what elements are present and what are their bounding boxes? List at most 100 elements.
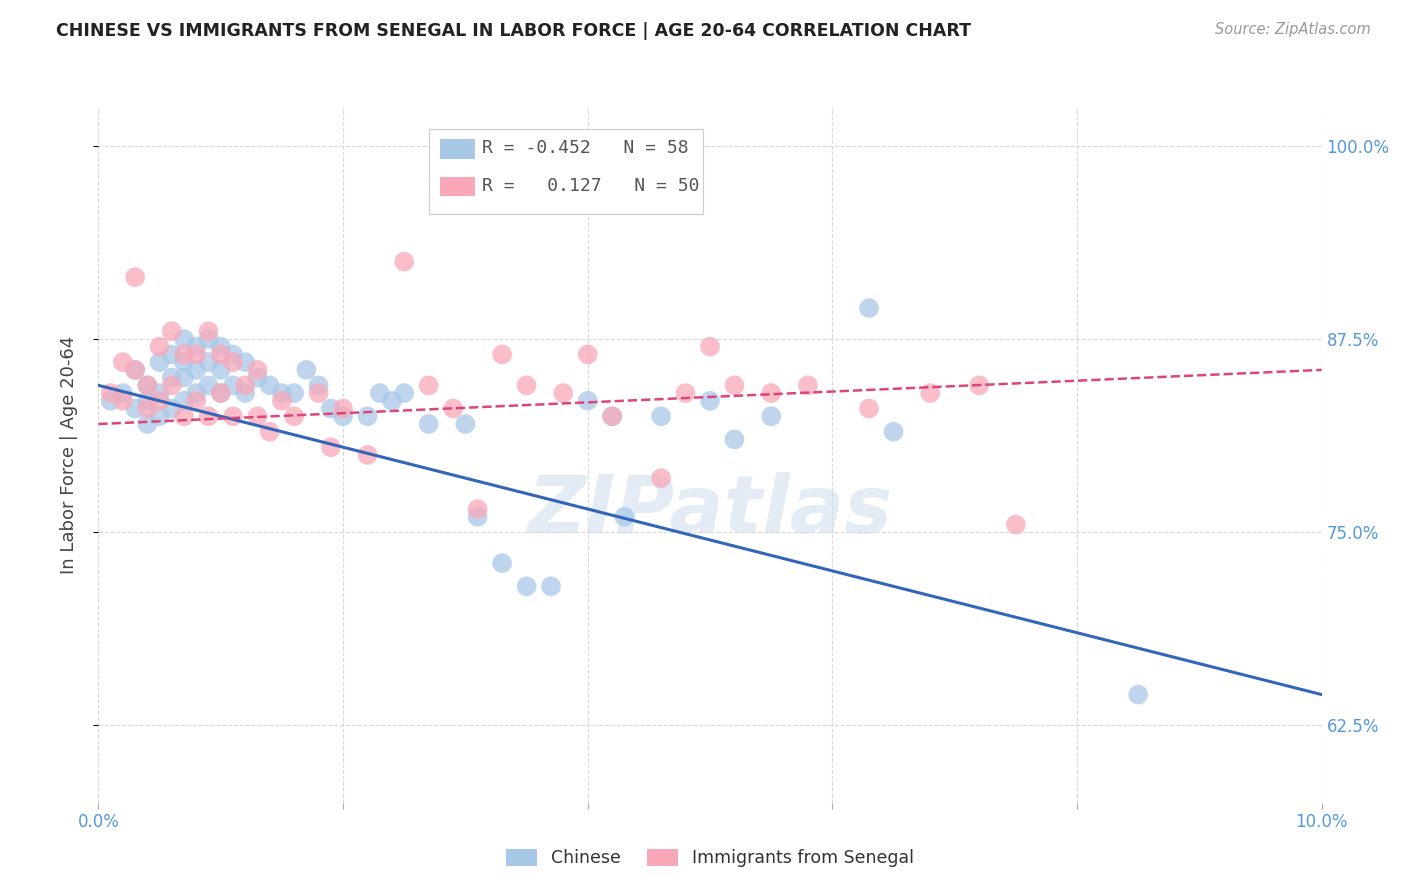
Point xyxy=(222,347,245,361)
Point xyxy=(699,340,721,354)
Point xyxy=(759,386,782,401)
Point xyxy=(332,409,354,424)
Point xyxy=(186,386,208,401)
Point xyxy=(600,409,623,424)
Point xyxy=(149,355,172,369)
Point xyxy=(600,409,623,424)
Point xyxy=(308,386,330,401)
Point xyxy=(173,370,195,384)
Point xyxy=(283,409,305,424)
Point xyxy=(233,378,256,392)
Point xyxy=(173,347,195,361)
Point xyxy=(197,324,219,338)
Point xyxy=(222,378,245,392)
Point xyxy=(332,401,354,416)
Legend: Chinese, Immigrants from Senegal: Chinese, Immigrants from Senegal xyxy=(499,842,921,874)
Point xyxy=(283,386,305,401)
Text: R = -0.452   N = 58: R = -0.452 N = 58 xyxy=(482,139,689,157)
Text: R =   0.127   N = 50: R = 0.127 N = 50 xyxy=(482,177,700,194)
Point xyxy=(883,425,905,439)
Point xyxy=(173,409,195,424)
Point xyxy=(454,417,477,431)
Point xyxy=(920,386,942,401)
Point xyxy=(136,378,159,392)
Point xyxy=(491,347,513,361)
Point xyxy=(723,378,745,392)
Point xyxy=(319,401,342,416)
Point xyxy=(675,386,697,401)
Point xyxy=(759,409,782,424)
Point xyxy=(160,378,183,392)
Point xyxy=(576,347,599,361)
Point xyxy=(553,386,575,401)
Point xyxy=(441,401,464,416)
Point xyxy=(797,378,820,392)
Point xyxy=(124,401,146,416)
Point xyxy=(259,425,281,439)
Point xyxy=(209,386,232,401)
Point xyxy=(723,433,745,447)
Point xyxy=(246,370,269,384)
Point xyxy=(111,393,134,408)
Point xyxy=(186,393,208,408)
Point xyxy=(270,393,292,408)
Point xyxy=(160,324,183,338)
Point xyxy=(100,386,122,401)
Point xyxy=(699,393,721,408)
Point xyxy=(858,301,880,315)
Point xyxy=(173,332,195,346)
Point xyxy=(149,386,172,401)
Point xyxy=(136,378,159,392)
Point xyxy=(246,363,269,377)
Point xyxy=(1004,517,1026,532)
Point xyxy=(650,409,672,424)
Point xyxy=(259,378,281,392)
Point xyxy=(650,471,672,485)
Text: CHINESE VS IMMIGRANTS FROM SENEGAL IN LABOR FORCE | AGE 20-64 CORRELATION CHART: CHINESE VS IMMIGRANTS FROM SENEGAL IN LA… xyxy=(56,22,972,40)
Point xyxy=(491,556,513,570)
Point xyxy=(111,355,134,369)
Point xyxy=(540,579,562,593)
Y-axis label: In Labor Force | Age 20-64: In Labor Force | Age 20-64 xyxy=(59,335,77,574)
Point xyxy=(613,509,636,524)
Point xyxy=(186,347,208,361)
Point xyxy=(222,409,245,424)
Point xyxy=(149,409,172,424)
Point xyxy=(124,363,146,377)
Point xyxy=(576,393,599,408)
Point xyxy=(246,409,269,424)
Point xyxy=(858,401,880,416)
Point xyxy=(124,363,146,377)
Point xyxy=(233,355,256,369)
Point xyxy=(124,270,146,285)
Point xyxy=(418,378,440,392)
Point xyxy=(308,378,330,392)
Point xyxy=(136,393,159,408)
Point xyxy=(160,370,183,384)
Point xyxy=(356,448,378,462)
Point xyxy=(392,254,416,268)
Point xyxy=(233,386,256,401)
Point xyxy=(173,355,195,369)
Point xyxy=(368,386,391,401)
Point xyxy=(197,332,219,346)
Point xyxy=(516,579,538,593)
Point xyxy=(209,363,232,377)
Point xyxy=(392,386,416,401)
Point xyxy=(516,378,538,392)
Point xyxy=(149,340,172,354)
Point xyxy=(381,393,404,408)
Point xyxy=(160,347,183,361)
Point xyxy=(418,417,440,431)
Point xyxy=(160,401,183,416)
Point xyxy=(100,393,122,408)
Point xyxy=(197,355,219,369)
Point xyxy=(222,355,245,369)
Point xyxy=(209,347,232,361)
Text: ZIPatlas: ZIPatlas xyxy=(527,472,893,549)
Point xyxy=(209,340,232,354)
Point xyxy=(136,401,159,416)
Point xyxy=(173,393,195,408)
Text: Source: ZipAtlas.com: Source: ZipAtlas.com xyxy=(1215,22,1371,37)
Point xyxy=(1128,688,1150,702)
